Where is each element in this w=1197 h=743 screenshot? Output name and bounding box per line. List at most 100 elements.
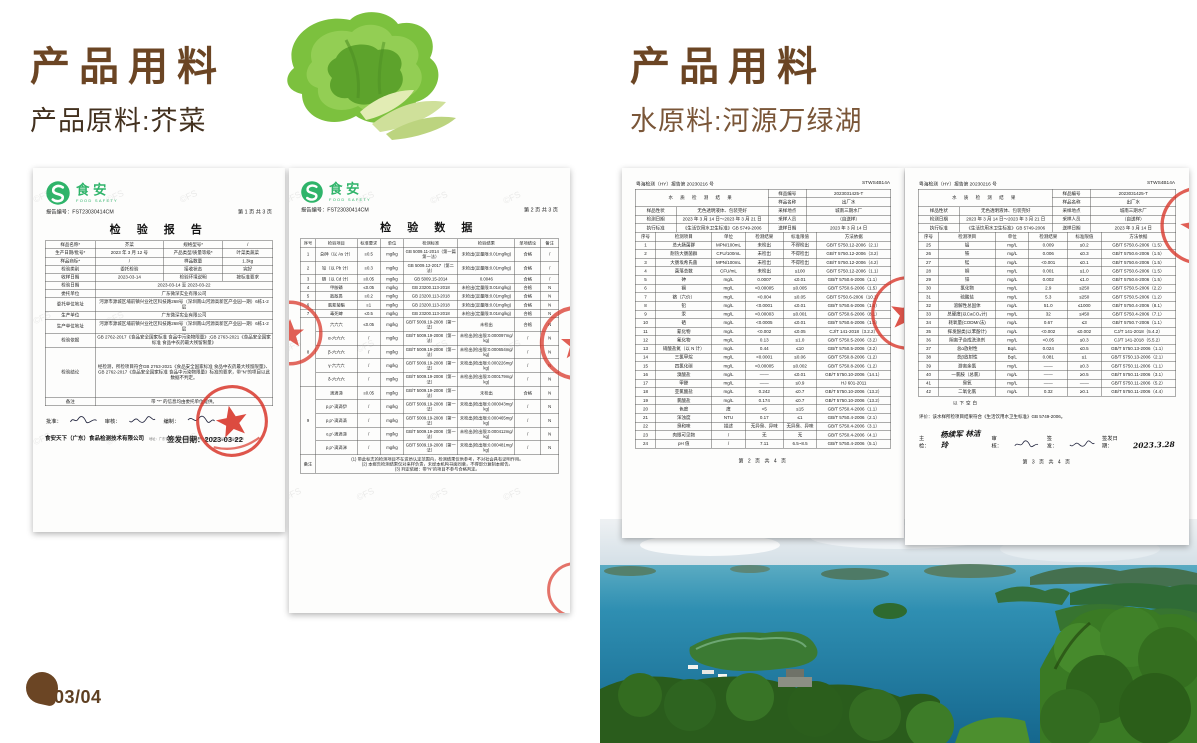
table-cell: GB/T 5750.5-2006（3.2） bbox=[816, 344, 892, 354]
table-cell: 13 bbox=[635, 344, 656, 354]
table-row: 35 挥发酚类(以苯酚计) mg/L <0.002 ≤0.002 CJ/T 141-201… bbox=[917, 326, 1177, 337]
table-cell: 六六六 bbox=[315, 317, 358, 332]
table-row: 水 质 检 测 结 果样品编号 2023031425-T bbox=[918, 188, 1176, 207]
table-cell: <0.002 bbox=[1028, 326, 1068, 337]
table-cell: mg/L bbox=[711, 395, 746, 406]
table-cell: ≤1.0 bbox=[1067, 275, 1102, 285]
food-safety-logo-icon bbox=[46, 181, 70, 205]
table-cell: 接收状态 bbox=[163, 264, 223, 274]
table-cell: 0.009 bbox=[1028, 240, 1068, 250]
table-row: 生产单位 广东微深实业有限公司 bbox=[44, 311, 273, 320]
table-cell: 1 bbox=[635, 240, 656, 250]
table-cell: ≤0.05 bbox=[356, 274, 381, 284]
table-row: 5 敌敌畏 ≤0.2 mg/kg GB 23200.113-2018 未检出(定量限:0.… bbox=[299, 291, 560, 301]
table-cell: ≤1000 bbox=[1067, 301, 1102, 311]
table-cell: <0.0001 bbox=[744, 301, 784, 311]
table-cell: 39 bbox=[917, 361, 940, 371]
table-cell: mg/L bbox=[995, 292, 1030, 302]
table-cell: 0.17 bbox=[744, 413, 784, 423]
table-cell: o,p'-滴滴涕 bbox=[315, 426, 358, 442]
main-inspector-label: 主检： bbox=[919, 435, 930, 450]
table-row: 19 氯酸盐 mg/L 0.174 ≤0.7 GB/T 5750.10-2006（13.2… bbox=[635, 395, 892, 406]
table-cell: / bbox=[540, 260, 560, 275]
table-cell: 0.13 bbox=[744, 335, 784, 345]
watermark-text: ©FS bbox=[104, 430, 126, 448]
report-number: 报告编号：FST23030414CM bbox=[301, 207, 369, 213]
table-cell: 2023031425-T bbox=[1090, 188, 1176, 199]
table-cell: 单位 bbox=[711, 232, 746, 242]
table-cell: GB/T 5750.4-2006（3.1） bbox=[816, 421, 892, 432]
table-cell: ≤0.05 bbox=[356, 283, 381, 293]
table-cell: 样品编号 bbox=[767, 188, 807, 199]
table-row: p,p'-滴滴滴 / mg/kg GB/T 5009.19-2008（第一法） 未检出(… bbox=[300, 413, 560, 428]
table-cell: 检测标准 bbox=[403, 238, 459, 248]
table-row: 30 氯化物 mg/L 2.9 ≤250 GB/T 5750.5-2006（2.2） bbox=[917, 283, 1177, 294]
table-cell: 生产单位 bbox=[44, 311, 96, 320]
table-cell: 甲醛 bbox=[655, 378, 713, 388]
table-cell: 溴酸盐 bbox=[655, 370, 713, 380]
table-cell: 采样人员 bbox=[1051, 214, 1092, 225]
table-cell: CJ/T 141-2018（5.5.2） bbox=[1100, 335, 1177, 345]
table-cell: 大肠埃希氏菌 bbox=[655, 257, 713, 268]
table-cell: GB/T 5750.6-2006（1.5） bbox=[816, 283, 892, 294]
table-cell: 未检出 bbox=[457, 385, 516, 401]
signature-row: 批准： 审核： 编制： bbox=[46, 415, 272, 425]
table-cell: GB/T 5009.19-2008（第一法） bbox=[403, 440, 459, 455]
table-cell: 单项结论 bbox=[514, 238, 541, 248]
table-cell: <0.00003 bbox=[744, 309, 784, 319]
issue-label: 签发： bbox=[1046, 435, 1058, 450]
table-cell: 耗氧量(CODMn法) bbox=[938, 318, 996, 328]
table-cell: 未检出 bbox=[457, 317, 516, 332]
table-cell: GB/T 5750.6-2006（1.1） bbox=[816, 275, 892, 285]
table-cell: 2023-03-14 至 2023-03-22 bbox=[95, 281, 273, 290]
table-row: 31 硫酸盐 mg/L 5.3 ≤250 GB/T 5750.5-2006（1.2） bbox=[917, 292, 1177, 302]
table-cell: mg/L bbox=[711, 344, 746, 354]
table-cell: GB/T 5750.5-2006（1.2） bbox=[1100, 292, 1177, 302]
page-footer: 第 3 页 共 4 页 bbox=[1022, 459, 1072, 466]
table-cell: 42 bbox=[917, 387, 940, 397]
table-cell: 检测日期 bbox=[917, 214, 960, 225]
table-cell: / bbox=[356, 344, 381, 360]
table-cell: ≤0.01 bbox=[783, 318, 817, 328]
table-cell: 描述 bbox=[711, 421, 746, 432]
table-cell: mg/L bbox=[711, 275, 746, 285]
table-cell: mg/L bbox=[711, 326, 746, 337]
table-cell: 河源市源城区埔前镇兴业社区科技路268号（深圳南山河源高新区产业园一期）6栋1-… bbox=[95, 297, 273, 312]
table-cell: 未检出(检出限:0.000043mg/kg) bbox=[457, 399, 516, 414]
table-cell: mg/kg bbox=[380, 291, 404, 301]
table-cell: ≥0.3 bbox=[1067, 361, 1102, 371]
table-cell: 0.001 bbox=[1028, 266, 1068, 276]
right-section-subtitle: 水原料:河源万绿湖 bbox=[630, 106, 863, 136]
table-cell: mg/kg bbox=[380, 358, 404, 373]
page-note: 第 2 页 共 3 页 bbox=[523, 207, 558, 213]
table-cell: 未检出(定量限:0.01mg/kg) bbox=[457, 260, 516, 275]
table-cell: 委托检验 bbox=[95, 264, 164, 274]
table-cell: 未检出 bbox=[744, 257, 784, 268]
table-cell: mg/L bbox=[711, 335, 746, 345]
table-cell: ≤0.2 bbox=[356, 291, 381, 301]
table-cell: <0.002 bbox=[744, 326, 784, 337]
table-row: 42 二氧化氯 mg/L 0.32 ≥0.1 GB/T 5750.11-2006（4.4） bbox=[917, 387, 1177, 397]
table-row: 39 游离余氯 mg/L —— ≥0.3 GB/T 5750.11-2006（1.1） bbox=[917, 361, 1177, 371]
table-cell: 1 bbox=[299, 247, 317, 262]
table-row: 1 总大肠菌群 MPN/100mL 未检出 不得检出 GB/T 5750.12-2006（… bbox=[635, 240, 892, 250]
table-row: 水 质 检 测 结 果样品编号 2023031425-T bbox=[635, 188, 891, 207]
leaf-icon bbox=[23, 669, 61, 707]
table-row: 9 滴滴涕 ≤0.05 mg/kg GB/T 5009.19-2008（第一法） 未检出合… bbox=[299, 385, 560, 455]
table-row: 5 砷 mg/L 0.0007 ≤0.01 GB/T 5750.6-2006（1.1） bbox=[635, 275, 892, 285]
issue-date: 签发日期：2023-03-22 bbox=[167, 435, 243, 445]
table-cell: 检验类别 bbox=[44, 264, 96, 274]
table-cell: 样品名称 bbox=[767, 197, 807, 207]
table-cell: 广东微深实业有限公司 bbox=[95, 289, 273, 298]
table-cell: GB/T 5750.11-2006（5.2） bbox=[1100, 378, 1177, 388]
table-cell: 2 bbox=[635, 249, 656, 259]
signature-scribble bbox=[69, 415, 97, 424]
table-cell: 检验结论 bbox=[44, 346, 96, 398]
water-info-table: 水 质 检 测 结 果样品编号 2023031425-T 样品名称 出厂水 样品性状 无色… bbox=[635, 188, 891, 233]
table-cell: ≤250 bbox=[1067, 292, 1102, 302]
table-cell: GB 23200.113-2018 bbox=[403, 283, 459, 293]
table-row: 29 锌 mg/L 0.002 ≤1.0 GB/T 5750.6-2006（1.5） bbox=[917, 275, 1177, 285]
table-cell: 合格 bbox=[514, 283, 541, 293]
table-cell: mg/kg bbox=[380, 426, 404, 442]
table-cell: 规格型号* bbox=[163, 240, 223, 250]
